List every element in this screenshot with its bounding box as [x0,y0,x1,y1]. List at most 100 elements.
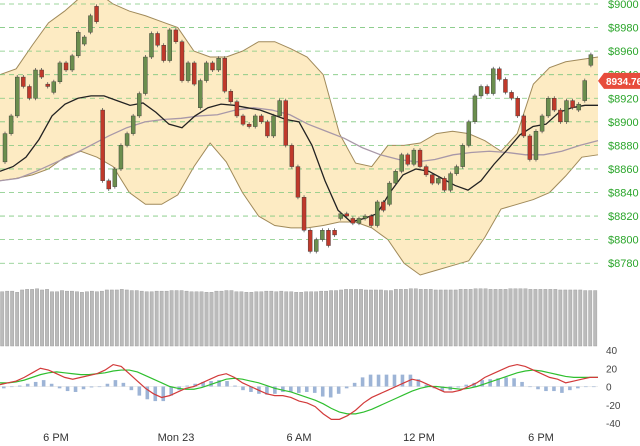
volume-bar [578,289,583,347]
macd-histogram-bar [464,384,469,387]
volume-bar [99,290,104,347]
candle [179,41,185,81]
macd-histogram-bar [1,386,6,389]
volume-bar [85,291,89,347]
candle [588,54,594,66]
volume-bar [65,290,69,347]
volume-bar [473,288,478,347]
volume-bar [234,291,239,347]
volume-bar [75,291,79,347]
volume-bar [389,290,393,347]
candle [582,80,587,101]
macd-histogram-bar [536,386,540,390]
candle [222,58,227,92]
volume-bar [114,289,119,347]
macd-tick-label: 20 [606,364,618,375]
volume-bar [558,289,563,347]
macd-histogram-bar [193,383,197,387]
macd-tick-label: -40 [606,419,621,430]
volume-bar [304,291,309,347]
volume-bar [119,289,124,347]
macd-histogram-bar [392,374,397,387]
y-tick-label: $9000 [608,0,639,11]
macd-histogram-bar [560,386,564,393]
macd-histogram-bar [480,380,484,387]
candle [442,178,447,191]
candle [564,100,569,123]
volume-bar [204,292,209,347]
volume-bar [259,291,264,347]
volume-bar [493,289,498,347]
candle [332,230,337,236]
candle [423,166,429,176]
y-tick-label: $8920 [608,93,639,105]
volume-bar [164,290,169,347]
candle [27,86,32,99]
macd-histogram-bar [472,382,477,387]
x-tick-label: 6 AM [286,432,311,444]
candle [387,182,392,205]
candle [368,215,374,226]
y-tick-label: $8980 [608,23,639,35]
volume-bar [60,290,64,347]
volume-bar [528,289,533,347]
candle [289,145,295,167]
macd-histogram-bar [169,386,174,396]
candle [509,92,514,99]
candle [448,173,453,191]
volume-bar [423,289,428,347]
volume-bar [139,290,144,347]
volume-bar [588,290,593,347]
macd-tick-label: -20 [606,401,621,412]
candle [484,86,490,94]
y-tick-label: $8820 [608,211,639,223]
volume-bar [30,289,34,347]
candle [497,68,502,80]
volume-bar [229,290,234,347]
volume-bar [463,289,468,347]
volume-bar [334,290,338,347]
volume-bar [548,289,553,347]
y-tick-label: $8840 [608,188,639,200]
macd-histogram-bar [161,386,166,402]
candle [350,218,356,224]
volume-bar [563,289,568,347]
volume-bar [498,289,503,347]
volume-bar [299,292,304,347]
candle [314,239,319,252]
upper-band-line [0,0,599,168]
volume-bar [154,290,159,347]
candle [8,115,14,134]
macd-histogram-bar [89,386,94,388]
volume-bar [384,290,388,347]
volume-bar [393,289,398,347]
candle [161,45,166,61]
candle [155,33,160,46]
candle [106,180,111,190]
macd-histogram-bar [217,380,221,387]
candle [545,98,551,117]
candle [411,149,417,165]
price-panel: $9000$8980$8960$8940$8920$8900$8880$8860… [0,0,640,276]
macd-tick-label: 0 [606,383,612,394]
candle [118,145,124,170]
macd-histogram-bar [17,385,22,387]
macd-histogram-bar [185,385,189,387]
volume-bar [553,289,558,347]
volume-bar [55,291,59,347]
candle [33,69,38,99]
volume-panel [0,288,598,347]
candle [173,29,179,42]
macd-histogram-bar [81,386,86,390]
volume-bar [214,290,219,347]
volume-bar [319,290,324,347]
volume-bar [20,289,25,347]
candle [63,62,69,71]
volume-bar [40,289,44,347]
last-price-label: 8934.76 [606,77,640,88]
macd-histogram-bar [9,386,14,388]
candle [94,6,99,22]
macd-histogram-bar [328,386,333,398]
volume-bar [483,288,488,347]
macd-histogram-bar [145,386,150,400]
